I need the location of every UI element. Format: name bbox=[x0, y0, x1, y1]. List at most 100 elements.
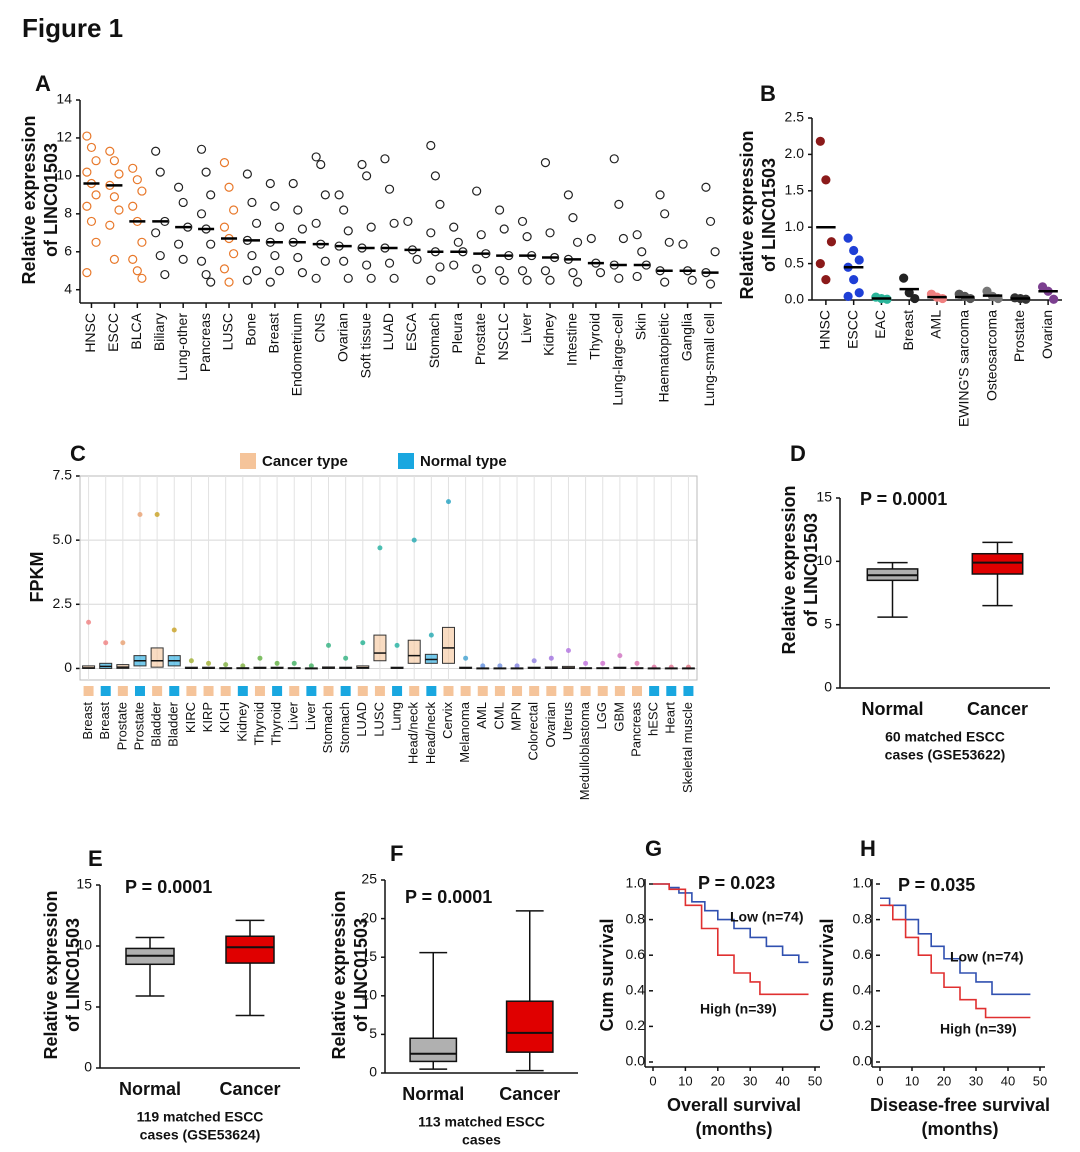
x-tick-label: Cancer bbox=[219, 1079, 280, 1099]
y-axis-label: Relative expression bbox=[779, 485, 799, 654]
x-tick-label: 30 bbox=[969, 1073, 983, 1088]
data-point bbox=[311, 152, 321, 162]
data-point bbox=[595, 268, 606, 278]
x-tick-label: 50 bbox=[808, 1073, 822, 1088]
data-point bbox=[430, 171, 440, 181]
y-axis-label: of LINC01503 bbox=[801, 513, 821, 627]
x-tick-label: Heart bbox=[663, 702, 678, 734]
data-point bbox=[472, 186, 482, 196]
group-marker bbox=[512, 686, 523, 696]
data-point bbox=[308, 663, 314, 669]
data-point bbox=[815, 136, 825, 146]
x-axis-label: (months) bbox=[922, 1119, 999, 1139]
x-tick-label: KIRC bbox=[183, 702, 198, 733]
data-point bbox=[499, 275, 509, 285]
group-marker bbox=[340, 686, 351, 696]
data-point bbox=[614, 199, 624, 209]
x-tick-label: Intestine bbox=[564, 313, 580, 366]
data-point bbox=[251, 218, 262, 228]
y-tick-label: 0.8 bbox=[626, 910, 646, 926]
data-point bbox=[229, 205, 239, 215]
data-point bbox=[206, 277, 216, 287]
data-point bbox=[476, 230, 486, 240]
data-point bbox=[206, 190, 216, 200]
group-marker bbox=[477, 686, 488, 696]
y-tick-label: 14 bbox=[56, 91, 72, 107]
box bbox=[971, 552, 1024, 575]
data-point bbox=[224, 182, 234, 192]
y-axis-label: Relative expression bbox=[737, 130, 757, 299]
data-point bbox=[678, 239, 688, 249]
group-marker bbox=[220, 686, 231, 696]
data-point bbox=[86, 216, 97, 227]
y-tick-label: 1.5 bbox=[785, 182, 805, 198]
y-tick-label: 10 bbox=[56, 167, 72, 183]
data-point bbox=[293, 252, 303, 263]
data-point bbox=[114, 169, 124, 179]
y-axis-label: Relative expression bbox=[329, 890, 349, 1059]
data-point bbox=[821, 275, 831, 285]
data-point bbox=[219, 158, 230, 168]
data-point bbox=[247, 250, 257, 261]
data-point bbox=[343, 226, 353, 236]
data-point bbox=[316, 159, 326, 170]
data-point bbox=[242, 169, 252, 179]
caption: 60 matched ESCC bbox=[885, 729, 1005, 745]
x-tick-label: Prostate bbox=[472, 313, 488, 365]
x-axis-label: Disease-free survival bbox=[870, 1095, 1050, 1115]
panel-label: G bbox=[645, 836, 662, 861]
x-tick-label: LUSC bbox=[371, 702, 386, 737]
group-marker bbox=[546, 686, 557, 696]
p-value: P = 0.0001 bbox=[860, 489, 947, 509]
group-marker bbox=[203, 686, 214, 696]
group-marker bbox=[443, 686, 454, 696]
x-tick-label: Melanoma bbox=[457, 701, 472, 762]
data-point bbox=[453, 237, 463, 247]
y-tick-label: 0.0 bbox=[785, 291, 805, 307]
x-tick-label: Breast bbox=[900, 310, 916, 351]
data-point bbox=[154, 511, 160, 517]
x-tick-label: Thyroid bbox=[587, 313, 603, 360]
y-axis-label: FPKM bbox=[27, 552, 47, 603]
x-tick-label: ESCC bbox=[844, 310, 860, 349]
panel-label: D bbox=[790, 441, 806, 466]
data-point bbox=[270, 250, 280, 261]
x-tick-label: Lung-large-cell bbox=[610, 313, 626, 406]
data-point bbox=[937, 293, 948, 304]
x-tick-label: Thyroid bbox=[269, 702, 284, 745]
y-tick-label: 15 bbox=[76, 876, 92, 892]
data-point bbox=[849, 245, 859, 256]
y-tick-label: 0.2 bbox=[626, 1017, 646, 1033]
data-point bbox=[494, 266, 505, 276]
data-point bbox=[362, 171, 372, 181]
data-point bbox=[91, 156, 101, 166]
x-tick-label: 0 bbox=[649, 1073, 656, 1088]
y-tick-label: 20 bbox=[361, 909, 377, 925]
x-tick-label: Skin bbox=[632, 313, 648, 340]
data-point bbox=[173, 239, 184, 249]
data-point bbox=[86, 142, 97, 153]
y-tick-label: 8 bbox=[64, 205, 72, 221]
x-axis-label: (months) bbox=[696, 1119, 773, 1139]
y-tick-label: 0 bbox=[64, 659, 72, 675]
data-point bbox=[517, 216, 528, 227]
data-point bbox=[196, 256, 207, 266]
group-marker bbox=[152, 686, 163, 696]
survival-curve bbox=[880, 904, 1031, 1019]
x-tick-label: EWING'S sarcoma bbox=[955, 310, 971, 427]
legend-swatch bbox=[398, 453, 414, 469]
x-axis-label: Overall survival bbox=[667, 1095, 801, 1115]
panel-label: F bbox=[390, 841, 403, 866]
data-point bbox=[86, 619, 92, 625]
x-tick-label: Stomach bbox=[320, 702, 335, 753]
box bbox=[409, 1037, 458, 1063]
group-marker bbox=[392, 686, 403, 696]
p-value: P = 0.035 bbox=[898, 875, 975, 895]
y-axis-label: of LINC01503 bbox=[351, 918, 371, 1032]
x-tick-label: Kidney bbox=[541, 313, 557, 356]
data-point bbox=[151, 146, 161, 156]
x-tick-label: Pancreas bbox=[628, 702, 643, 757]
data-point bbox=[705, 216, 716, 227]
data-point bbox=[426, 140, 436, 151]
x-tick-label: LUAD bbox=[380, 313, 396, 350]
